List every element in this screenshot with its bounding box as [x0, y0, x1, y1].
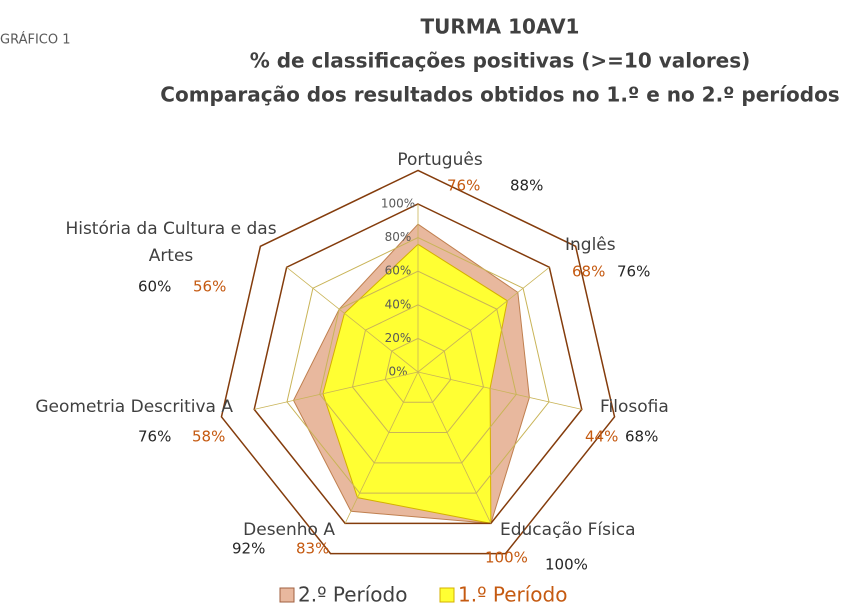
y-tick-label: 80% [385, 230, 412, 244]
y-tick-label: 20% [385, 331, 412, 345]
legend-label: 2.º Período [298, 583, 407, 607]
grid-line [319, 270, 517, 464]
y-tick-label: 40% [385, 297, 412, 311]
y-tick-label: 0% [388, 365, 407, 379]
axis-line [417, 371, 582, 410]
value-label: 100% [545, 556, 588, 574]
value-label: 76% [447, 177, 480, 195]
legend-label: 1.º Período [458, 583, 567, 607]
chart-title: Comparação dos resultados obtidos no 1.º… [160, 83, 839, 107]
chart-title: % de classificações positivas (>=10 valo… [250, 49, 751, 73]
chart-label: GRÁFICO 1 [0, 32, 71, 48]
axis-line [344, 371, 419, 524]
y-tick-label: 60% [385, 264, 412, 278]
value-label: 60% [138, 278, 171, 296]
grid-line [384, 337, 452, 403]
chart-title: TURMA 10AV1 [421, 15, 580, 39]
category-label: Geometria Descritiva A [35, 397, 233, 417]
category-label: Educação Física [500, 520, 636, 540]
value-label: 56% [193, 278, 226, 296]
value-label: 68% [572, 263, 605, 281]
category-label: Desenho A [243, 520, 335, 540]
axis-line [254, 371, 419, 410]
grid-line [253, 203, 583, 525]
value-label: 83% [296, 540, 329, 558]
value-label: 92% [232, 540, 265, 558]
radar-area [322, 243, 508, 524]
axis-line [417, 371, 492, 524]
legend-swatch [279, 587, 295, 603]
value-label: 44% [585, 428, 618, 446]
category-label: Inglês [565, 235, 616, 255]
grid-line [351, 304, 485, 434]
value-label: 58% [192, 428, 225, 446]
y-tick-label: 100% [381, 197, 415, 211]
frame [220, 169, 616, 555]
category-label: Português [397, 150, 483, 170]
value-label: 88% [510, 177, 543, 195]
grid-line [286, 237, 550, 494]
value-label: 68% [625, 428, 658, 446]
value-label: 100% [485, 549, 528, 567]
value-label: 76% [617, 263, 650, 281]
axis-line [286, 266, 419, 373]
category-label: História da Cultura e das Artes [65, 219, 277, 266]
legend-swatch [439, 587, 455, 603]
value-label: 76% [138, 428, 171, 446]
category-label: Filosofia [600, 397, 669, 417]
axis-line [417, 266, 550, 373]
